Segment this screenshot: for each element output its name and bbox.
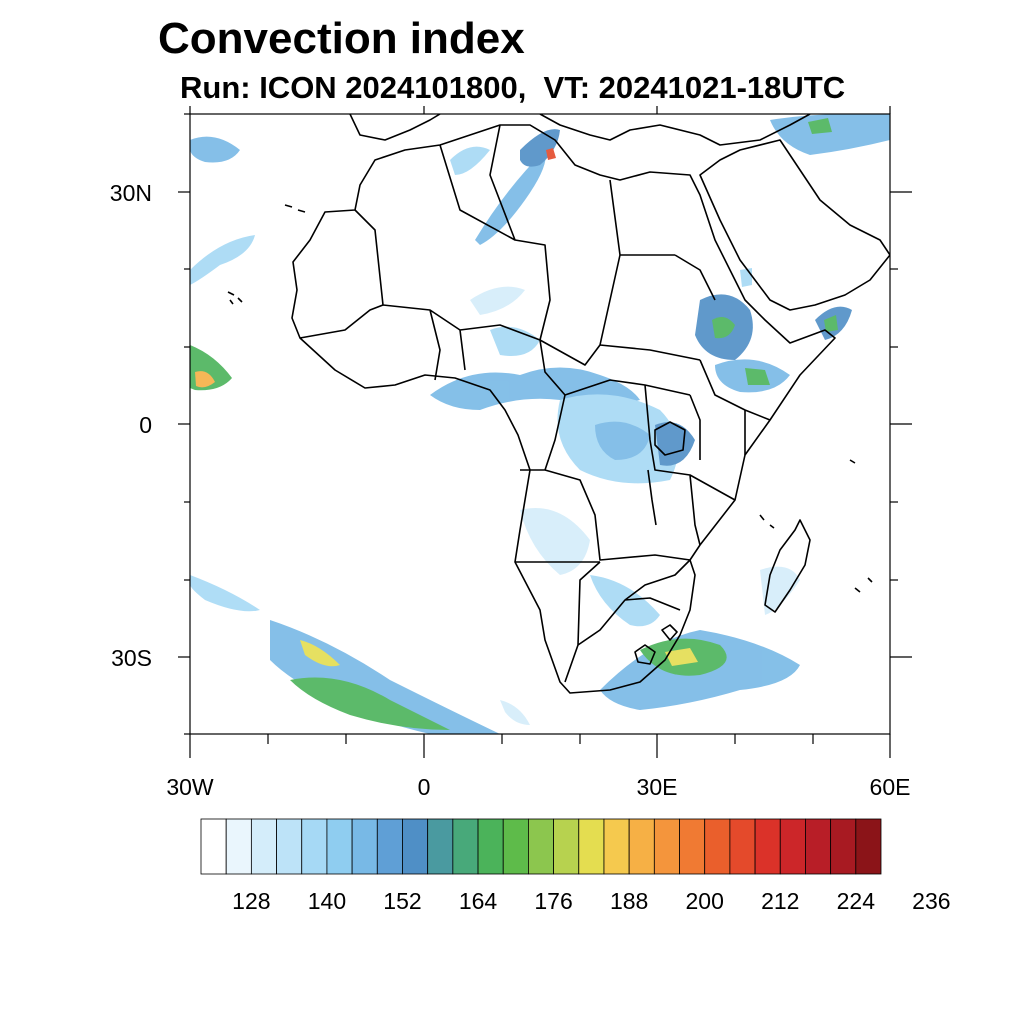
colorbar-swatch [502, 818, 529, 875]
europe-coast-italy-greece [539, 114, 811, 146]
coastlines [227, 114, 890, 694]
colorbar-swatch [452, 818, 479, 875]
shade-tunisia [520, 129, 560, 167]
colorbar-swatch [830, 818, 857, 875]
border-lines [299, 124, 771, 683]
shade-atlantic-8n-core [195, 371, 215, 388]
shade-lake-victoria [655, 422, 695, 466]
seychelles [849, 459, 856, 464]
colorbar-label: 200 [685, 888, 724, 914]
colorbar-swatch [528, 818, 555, 875]
colorbar-swatch [326, 818, 353, 875]
lon-label-30w: 30W [166, 774, 214, 800]
colorbar-swatch [855, 818, 882, 875]
colorbar-label: 236 [912, 888, 951, 914]
colorbar-swatch [225, 818, 252, 875]
shade-nigeria [490, 326, 540, 356]
comoros [759, 514, 775, 529]
mascarene [854, 577, 873, 593]
shade-aden-core [824, 315, 838, 332]
colorbar-swatch [679, 818, 706, 875]
canary-islands [284, 204, 306, 213]
shade-algeria [475, 150, 546, 245]
colorbar-label: 140 [307, 888, 347, 914]
lon-label-60e: 60E [869, 774, 911, 800]
colorbar-swatch [628, 818, 655, 875]
shade-madagascar-se [760, 566, 800, 615]
lake-victoria [654, 421, 686, 456]
colorbar-label: 188 [609, 888, 649, 914]
shade-natal-hot [665, 648, 698, 666]
colorbar-swatch [578, 818, 605, 875]
shade-angola [520, 508, 590, 575]
colorbar-swatch [653, 818, 680, 875]
colorbar-label: 212 [761, 888, 800, 914]
madagascar-coastline [764, 519, 811, 613]
shade-tunisia-hot [546, 148, 556, 160]
colorbar-swatch [402, 818, 429, 875]
colorbar-swatch [301, 818, 328, 875]
shade-sahel-west [470, 286, 525, 315]
colorbar-label: 152 [383, 888, 422, 914]
colorbar-swatch [427, 818, 454, 875]
shade-s-atlantic-core [290, 677, 450, 730]
lesotho-border [634, 644, 656, 665]
shade-congo-core [595, 421, 650, 460]
colorbar-swatch [477, 818, 504, 875]
colorbar-label: 164 [458, 888, 498, 914]
colorbar-swatch [250, 818, 277, 875]
colorbar-swatch [704, 818, 731, 875]
lake-tanganyika [647, 469, 657, 526]
shade-ne-core [808, 118, 832, 134]
colorbar-swatch [603, 818, 630, 875]
shade-ethiopia-core [712, 316, 735, 339]
lat-label-0: 0 [139, 412, 152, 438]
chart-subtitle: Run: ICON 2024101800, VT: 20241021-18UTC [180, 70, 846, 105]
map-content [190, 114, 890, 734]
chart-title: Convection index [158, 14, 525, 63]
lon-label-30e: 30E [636, 774, 678, 800]
colorbar-swatch [376, 818, 403, 875]
colorbar-swatch [200, 818, 227, 875]
shade-s-atlantic-streak [190, 575, 260, 612]
axis-ticks [178, 106, 912, 758]
africa-coastline [291, 124, 836, 694]
shade-s-atlantic-mid [500, 700, 530, 725]
colorbar-swatch [754, 818, 781, 875]
colorbar-swatch [351, 818, 378, 875]
colorbar-swatch [729, 818, 756, 875]
shade-ne-corner [770, 114, 890, 155]
cape-verde [227, 291, 243, 305]
colorbar-swatch [553, 818, 580, 875]
arabia-coastline [699, 139, 890, 311]
shade-somalia-core [745, 368, 770, 385]
shade-s-atlantic-band [270, 620, 500, 734]
shade-red-sea [740, 268, 752, 287]
europe-coast-iberia [349, 114, 441, 141]
colorbar-swatch [805, 818, 832, 875]
colorbar-swatch [779, 818, 806, 875]
colorbar-swatch [276, 818, 303, 875]
shade-atlantic-26n [190, 235, 255, 285]
shade-n-atlantic [190, 136, 240, 163]
convection-shading [190, 114, 890, 734]
colorbar-label: 224 [836, 888, 875, 914]
colorbar [200, 818, 882, 875]
colorbar-label: 128 [232, 888, 271, 914]
lon-label-0: 0 [417, 774, 431, 800]
eswatini-border [661, 624, 678, 641]
shade-s-atlantic-hot [300, 640, 340, 667]
colorbar-label: 176 [534, 888, 573, 914]
lat-label-30s: 30S [111, 645, 152, 671]
shade-libya [450, 146, 490, 175]
lat-label-30n: 30N [109, 180, 152, 206]
